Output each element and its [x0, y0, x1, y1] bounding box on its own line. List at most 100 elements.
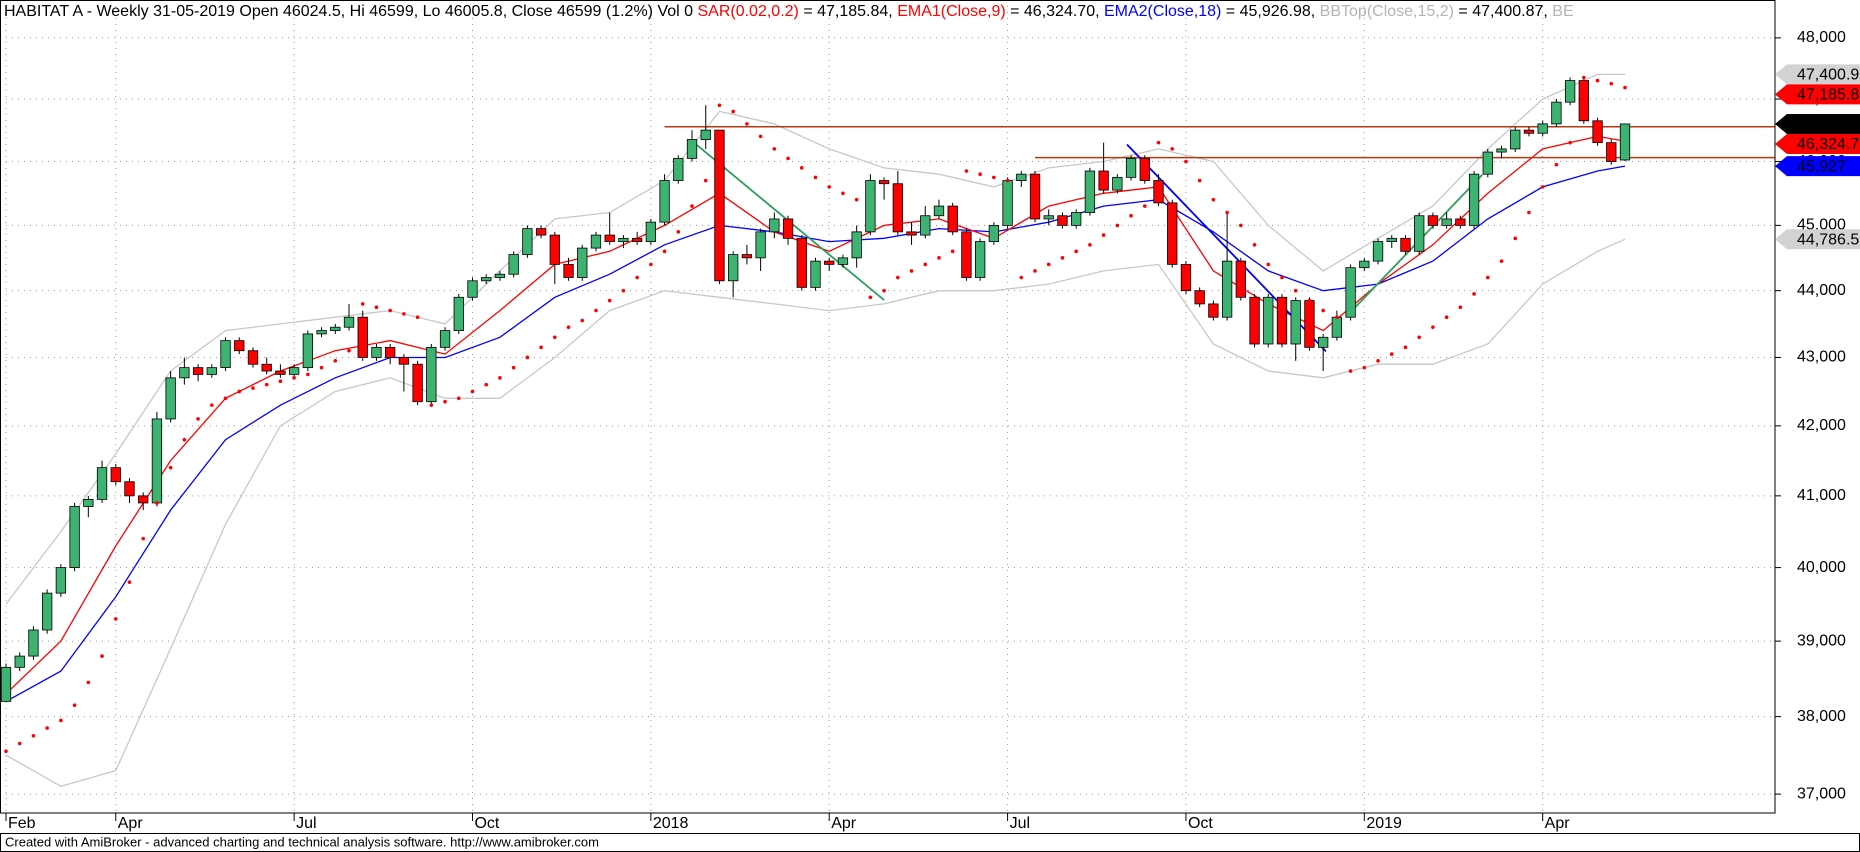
sar-dot — [1074, 249, 1078, 254]
x-tick-label: Oct — [474, 815, 499, 832]
candle-body — [385, 346, 396, 358]
candle-body — [1002, 180, 1013, 226]
sar-dot — [964, 169, 969, 173]
price-tag-box — [1775, 229, 1860, 250]
x-tick-label: 2018 — [653, 815, 689, 832]
sar-dot — [45, 726, 49, 730]
candle-body — [906, 231, 917, 236]
sar-dot — [1293, 288, 1298, 293]
title-part: SAR(0.02,0.2) — [697, 3, 798, 20]
candle-body — [138, 495, 149, 504]
sar-dot — [1307, 298, 1312, 303]
candle-body — [1606, 142, 1617, 162]
sar-dot — [388, 308, 392, 313]
sar-dot — [1472, 292, 1476, 296]
candle-body — [549, 234, 560, 265]
sar-dot — [950, 249, 955, 254]
candle-body — [83, 498, 94, 507]
candle-body — [55, 567, 67, 594]
y-tick-label: 39,000 — [1797, 632, 1846, 649]
sar-dot — [662, 249, 667, 254]
candle-body — [933, 205, 945, 217]
price-tag-box — [1775, 84, 1860, 105]
x-tick-label: Apr — [831, 815, 857, 832]
footer: Created with AmiBroker - advanced charti… — [5, 834, 599, 849]
sar-dot — [319, 365, 324, 370]
candle-body — [69, 506, 80, 568]
sar-dot — [113, 617, 118, 621]
title-part: = 47,185.84, — [799, 3, 897, 20]
price-tag-box — [1775, 113, 1860, 134]
sar-dot — [731, 109, 735, 114]
candle-body — [1414, 215, 1425, 252]
candle-body — [563, 263, 574, 278]
price-tag-label: 47,185.8 — [1797, 87, 1859, 104]
candle-body — [124, 481, 135, 497]
candle-body — [1496, 148, 1507, 153]
sar-dot — [292, 376, 296, 380]
sar-dot — [100, 654, 104, 658]
candle-body — [247, 350, 259, 365]
candle-body — [398, 357, 410, 365]
sar-dot — [1033, 269, 1037, 273]
price-tag: 46,324.7 — [1775, 133, 1860, 154]
candle-body — [631, 237, 643, 242]
sar-dot — [223, 396, 228, 401]
sar-dot — [607, 298, 612, 303]
candle-body — [1468, 173, 1480, 226]
sar-dot — [210, 403, 214, 407]
candle-body — [1208, 303, 1219, 318]
candle-body — [920, 215, 931, 236]
price-tag-box — [1775, 133, 1860, 154]
y-tick-label: 42,000 — [1797, 417, 1846, 434]
sar-dot — [580, 318, 585, 323]
sar-dot — [1211, 197, 1216, 202]
candle-body — [618, 237, 629, 242]
candle-body — [1249, 296, 1260, 345]
candle-body — [110, 467, 121, 483]
candle-body — [1523, 129, 1535, 134]
y-tick-label: 43,000 — [1797, 349, 1846, 366]
x-tick-label: Apr — [118, 815, 144, 832]
candle-body — [961, 231, 972, 278]
candle-body — [412, 363, 423, 403]
candle-body — [1537, 123, 1548, 134]
chart-title: HABITAT A - Weekly 31-05-2019 Open 46024… — [4, 3, 1574, 20]
sar-dot — [1513, 236, 1518, 241]
candle-body — [659, 180, 670, 223]
sar-dot — [1499, 259, 1504, 263]
price-tag: 47,400.9 — [1775, 64, 1860, 85]
candle-body — [1290, 300, 1301, 345]
candle-body — [1427, 215, 1439, 226]
candle-body — [535, 228, 547, 236]
sar-dot — [1417, 335, 1421, 340]
bollinger-band — [5, 238, 1626, 788]
candle-body — [14, 655, 25, 668]
candle-body — [892, 183, 903, 233]
sar-dot — [127, 580, 132, 584]
sar-dot — [278, 379, 283, 384]
candle-body — [220, 340, 231, 369]
sar-dot — [374, 305, 379, 310]
title-part: EMA2(Close,18) — [1104, 3, 1221, 20]
y-tick-label: 41,000 — [1797, 487, 1846, 504]
sar-dot — [1568, 140, 1572, 145]
candle-body — [1345, 267, 1356, 318]
candle-body — [1578, 80, 1589, 122]
candle-body — [686, 139, 698, 159]
sar-dot — [168, 465, 173, 470]
candle-body — [728, 254, 739, 282]
sar-dot — [854, 197, 859, 202]
candle-body — [1551, 101, 1562, 125]
y-tick-label: 37,000 — [1797, 785, 1846, 802]
title-part: BBTop(Close,15,2) — [1320, 3, 1454, 20]
sar-dot — [1321, 308, 1325, 313]
sar-dot — [1376, 359, 1380, 363]
sar-dot — [17, 741, 22, 746]
candle-body — [1510, 129, 1521, 150]
sar-dot — [1266, 262, 1271, 267]
candle-body — [357, 316, 368, 358]
price-tag-label: 46,324.7 — [1797, 136, 1859, 153]
price-tag-box — [1775, 156, 1860, 177]
